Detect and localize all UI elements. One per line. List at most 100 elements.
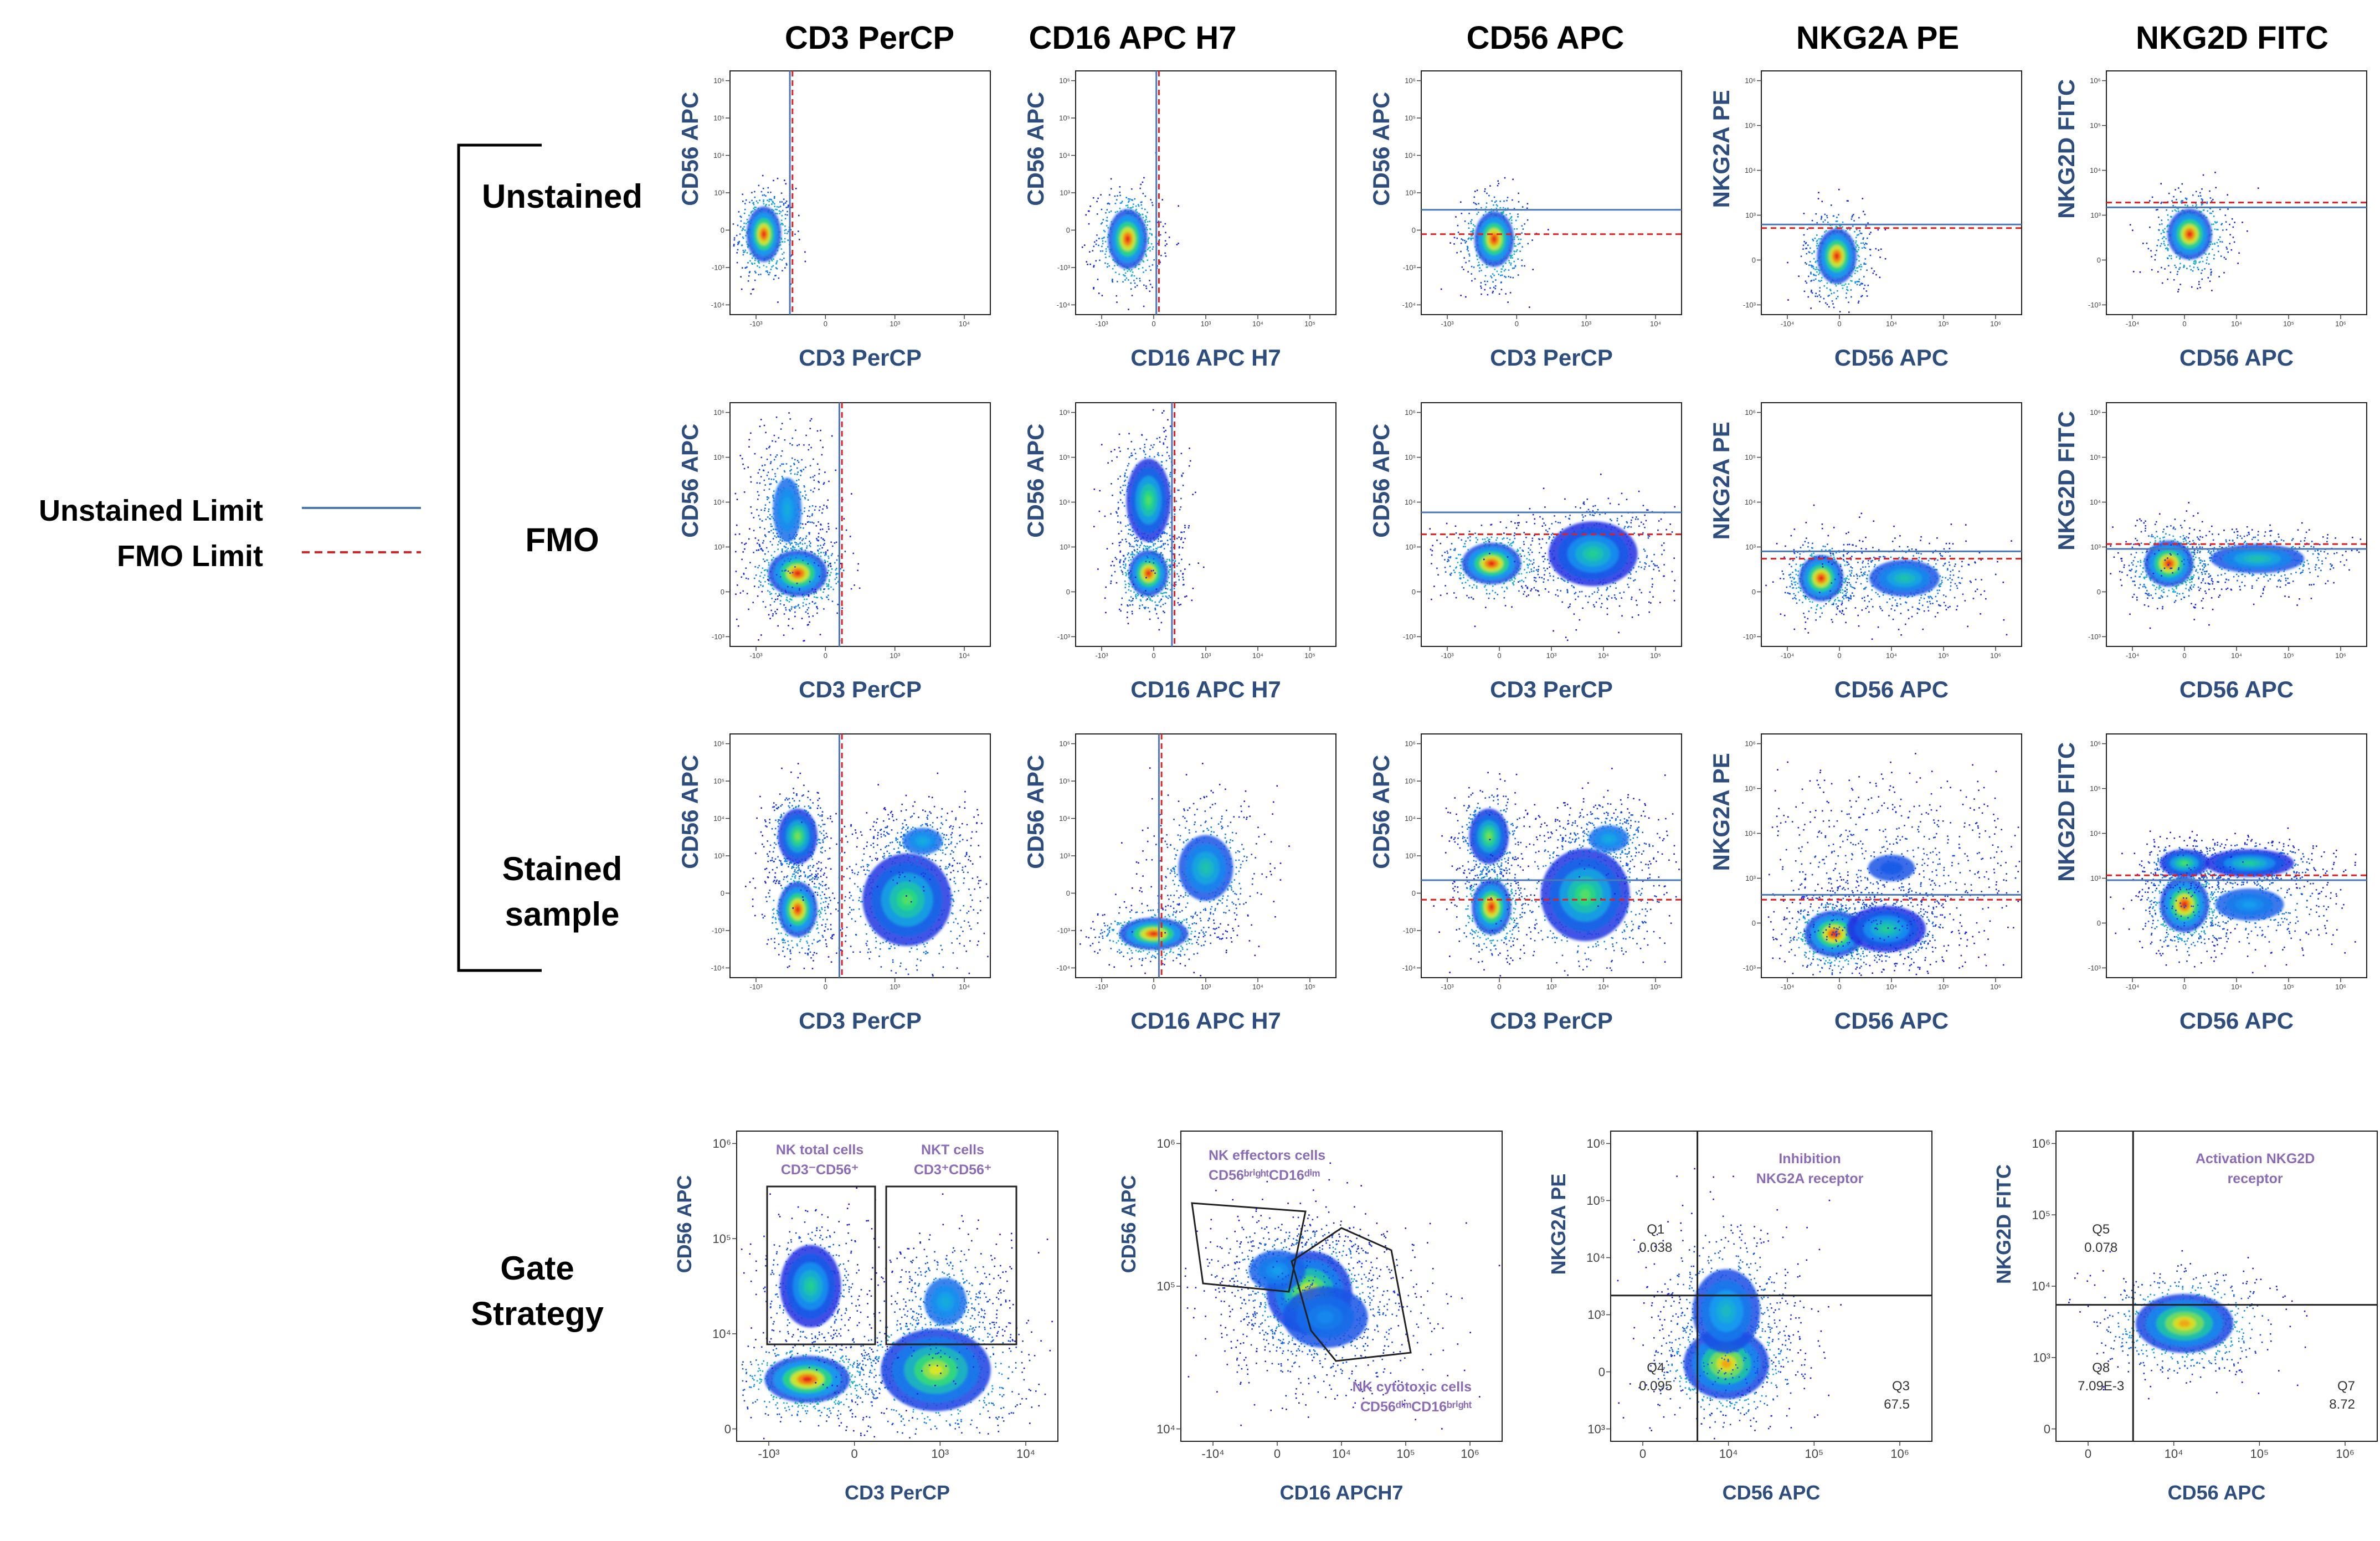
gate-panel-3-ytick-label: 10³ bbox=[1587, 1422, 1605, 1436]
panel-r2-c4-ytick-label: 10⁶ bbox=[1745, 408, 1756, 417]
panel-r3-c3-ytick-label: 10⁶ bbox=[1405, 739, 1416, 748]
scatter-panels: -10³ 0 10³ 10⁴ 10⁶ 10⁵ 10⁴ 10³ 0 -10³ -10⁴ CD3 PerC… bbox=[677, 71, 2367, 1034]
panel-r1-c4-ylabel: NKG2A PE bbox=[1708, 90, 1734, 208]
panel-r2-c5-ytick-label: 10⁶ bbox=[2090, 408, 2101, 417]
panel-r2-c1-xlabel: CD3 PerCP bbox=[799, 676, 922, 702]
panel-r1-c1-ylabel: CD56 APC bbox=[677, 92, 703, 206]
panel-r1-c2-xtick-label: 0 bbox=[1152, 320, 1155, 328]
panel-r1-c5-frame bbox=[2106, 71, 2367, 315]
panel-r3-c5-xtick-label: 10⁴ bbox=[2231, 983, 2242, 991]
panel-r1-c4-ytick-label: 0 bbox=[1752, 256, 1756, 264]
panel-r1-c1-ytick-label: -10³ bbox=[712, 263, 725, 271]
panel-r1-c5-ytick-label: 0 bbox=[2097, 256, 2101, 264]
panel-r2-c5-xtick-label: -10⁴ bbox=[2126, 651, 2139, 660]
panel-r2-c4-xlabel: CD56 APC bbox=[1834, 676, 1949, 702]
panel-r1-c2-ylabel: CD56 APC bbox=[1022, 92, 1048, 206]
panel-r2-c3-population-2-density bbox=[1549, 521, 1638, 586]
panel-r2-c4-ytick-label: 10⁴ bbox=[1745, 498, 1756, 506]
panel-r1-c4-xtick-label: 0 bbox=[1837, 320, 1841, 328]
gate-panel-3-population-2-density bbox=[1693, 1269, 1760, 1353]
panel-r1-c5-ytick-label: 10³ bbox=[2090, 211, 2101, 219]
panel-r1-c5-xtick-label: -10⁴ bbox=[2126, 320, 2139, 328]
panel-r2-c2-ytick-label: 10⁴ bbox=[1059, 498, 1070, 506]
gate-panel-3-xlabel: CD56 APC bbox=[1723, 1481, 1821, 1504]
gate-panel-2-xtick-label: 10⁶ bbox=[1461, 1447, 1479, 1461]
panel-r1-c5-ytick-label: 10⁶ bbox=[2090, 76, 2101, 85]
panel-r3-c1-xlabel: CD3 PerCP bbox=[799, 1008, 922, 1034]
gate-panel-1-ytick-label: 10⁶ bbox=[712, 1137, 731, 1150]
panel-r2-c4-population-2-density bbox=[1869, 560, 1940, 597]
panel-r2-c2-frame bbox=[1076, 403, 1336, 646]
gate-panel-4-population-1-density bbox=[2136, 1294, 2233, 1353]
gate-panel-3-ytick-label: 0 bbox=[1598, 1365, 1605, 1379]
panel-r3-c5-ylabel: NKG2D FITC bbox=[2053, 742, 2079, 882]
panel-r2-c5-ylabel: NKG2D FITC bbox=[2053, 411, 2079, 551]
panel-r3-c4-xlabel: CD56 APC bbox=[1834, 1008, 1949, 1034]
panel-r1-c3-ytick-label: 10⁵ bbox=[1405, 114, 1416, 122]
panel-r2-c5-population-1-density bbox=[2144, 541, 2193, 587]
panel-r3-c2-xtick-label: 10³ bbox=[1201, 983, 1211, 991]
panel-r1-c1-ytick-label: 10⁴ bbox=[713, 151, 724, 160]
panel-r1-c1-ytick-label: -10⁴ bbox=[711, 301, 724, 309]
gate-panel-2-xlabel: CD16 APCH7 bbox=[1280, 1481, 1404, 1504]
gate-panel-3-q-ll-id: Q4 bbox=[1647, 1360, 1664, 1375]
panel-r1-c3-xtick-label: 10³ bbox=[1581, 320, 1591, 328]
panel-r3-c1-xtick-label: 10⁴ bbox=[959, 983, 970, 991]
panel-r3-c3-ytick-label: -10³ bbox=[1403, 926, 1416, 934]
panel-r1-c2-xtick-label: -10³ bbox=[1095, 320, 1108, 328]
panel-r2-c1-ytick-label: 10⁶ bbox=[713, 408, 724, 417]
panel-r2-c3-xtick-label: 10³ bbox=[1546, 651, 1557, 660]
column-title-2: CD16 APC H7 bbox=[1029, 20, 1237, 56]
gate-panel-1-ylabel: CD56 APC bbox=[673, 1175, 696, 1273]
panel-r3-c5-xtick-label: -10⁴ bbox=[2126, 983, 2139, 991]
gate-panel-1-xtick-label: 0 bbox=[851, 1447, 858, 1461]
nkt-gate-sublabel: CD3⁺CD56⁺ bbox=[914, 1162, 991, 1178]
panel-r1-c4-ytick-label: 10⁵ bbox=[1745, 121, 1756, 130]
gate-panel-4-xlabel: CD56 APC bbox=[2168, 1481, 2266, 1504]
gate-panel-4-ytick-label: 10⁶ bbox=[2032, 1137, 2050, 1150]
panel-r3-c1-population-3-density bbox=[862, 854, 952, 946]
panel-r1-c1-frame bbox=[730, 71, 990, 315]
gate-panel-4-xtick-label: 10⁵ bbox=[2250, 1447, 2269, 1461]
panel-r3-c3-ytick-label: 10⁵ bbox=[1405, 777, 1416, 785]
panel-r1-c2-population-1-density bbox=[1108, 209, 1147, 269]
panel-r2-c3-ytick-label: 10⁶ bbox=[1405, 408, 1416, 417]
panel-r3-c3-xtick-label: 10³ bbox=[1546, 983, 1557, 991]
gate-panel-4-q-lr-value: 8.72 bbox=[2329, 1397, 2355, 1412]
panel-r2-c5-ytick-label: 10⁴ bbox=[2090, 498, 2101, 506]
row-label-1: Unstained bbox=[482, 178, 642, 215]
panel-r1-c1-xlabel: CD3 PerCP bbox=[799, 345, 922, 371]
panel-r3-c1-ytick-label: -10³ bbox=[712, 926, 725, 934]
panel-r1-c5-ytick-label: 10⁵ bbox=[2090, 121, 2101, 130]
panel-r1-c1-xtick-label: 10⁴ bbox=[959, 320, 970, 328]
gate-panel-4-q-ll-id: Q8 bbox=[2092, 1360, 2110, 1375]
gate-panel-1-ytick-label: 0 bbox=[724, 1422, 731, 1436]
nk-effectors-gate-sublabel: CD56ᵇʳⁱᵍʰᵗCD16ᵈⁱᵐ bbox=[1209, 1168, 1320, 1183]
panel-r2-c1-ylabel: CD56 APC bbox=[677, 424, 703, 538]
nk-total-gate-label: NK total cells bbox=[776, 1142, 863, 1158]
panel-r3-c1-ytick-label: 10⁵ bbox=[713, 777, 724, 785]
panel-r3-c2-ytick-label: 10⁵ bbox=[1059, 777, 1070, 785]
panel-r3-c5-ytick-label: -10³ bbox=[2088, 964, 2101, 972]
panel-r1-c3-ytick-label: 10³ bbox=[1405, 189, 1416, 197]
gate-panel-4-xtick-label: 10⁶ bbox=[2336, 1447, 2355, 1461]
panel-r1-c1-xtick-label: 10³ bbox=[890, 320, 900, 328]
panel-r3-c5-ytick-label: 10⁶ bbox=[2090, 739, 2101, 748]
panel-r3-c5-ytick-label: 10³ bbox=[2090, 874, 2101, 882]
gate-panel-4-ytick-label: 10⁵ bbox=[2032, 1208, 2050, 1222]
panel-r1-c3-xlabel: CD3 PerCP bbox=[1490, 345, 1613, 371]
gate-panel-2-ytick-label: 10⁴ bbox=[1156, 1422, 1175, 1436]
panel-r2-c5-ytick-label: 0 bbox=[2097, 588, 2101, 596]
panel-r3-c4-ytick-label: 0 bbox=[1752, 919, 1756, 927]
panel-r3-c4-ytick-label: 10⁶ bbox=[1745, 739, 1756, 748]
panel-r2-c3-ytick-label: 10⁵ bbox=[1405, 453, 1416, 461]
panel-r2-c3-xlabel: CD3 PerCP bbox=[1490, 676, 1613, 702]
panel-r3-c2-ytick-label: -10⁴ bbox=[1057, 964, 1070, 972]
panel-r3-c2-ytick-label: 10³ bbox=[1060, 852, 1070, 860]
